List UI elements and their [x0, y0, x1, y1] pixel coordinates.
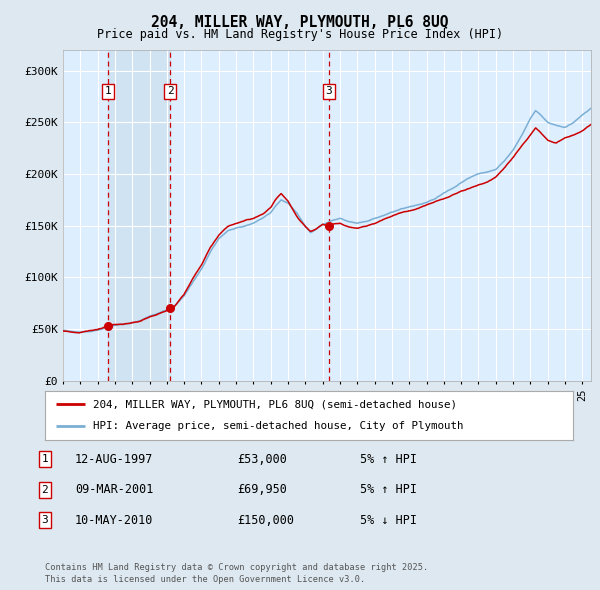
Text: 204, MILLER WAY, PLYMOUTH, PL6 8UQ (semi-detached house): 204, MILLER WAY, PLYMOUTH, PL6 8UQ (semi…: [92, 399, 457, 409]
Text: 2: 2: [41, 485, 49, 494]
Text: £53,000: £53,000: [237, 453, 287, 466]
Text: 10-MAY-2010: 10-MAY-2010: [75, 514, 154, 527]
Text: Contains HM Land Registry data © Crown copyright and database right 2025.
This d: Contains HM Land Registry data © Crown c…: [45, 563, 428, 584]
Text: 2: 2: [167, 87, 173, 96]
Text: 5% ↑ HPI: 5% ↑ HPI: [360, 483, 417, 496]
Text: £69,950: £69,950: [237, 483, 287, 496]
Text: Price paid vs. HM Land Registry's House Price Index (HPI): Price paid vs. HM Land Registry's House …: [97, 28, 503, 41]
Text: 3: 3: [325, 87, 332, 96]
Bar: [108, 50, 170, 381]
Text: 204, MILLER WAY, PLYMOUTH, PL6 8UQ: 204, MILLER WAY, PLYMOUTH, PL6 8UQ: [151, 15, 449, 30]
Text: £150,000: £150,000: [237, 514, 294, 527]
Text: 1: 1: [41, 454, 49, 464]
Text: 5% ↓ HPI: 5% ↓ HPI: [360, 514, 417, 527]
Text: 09-MAR-2001: 09-MAR-2001: [75, 483, 154, 496]
Text: 5% ↑ HPI: 5% ↑ HPI: [360, 453, 417, 466]
Text: HPI: Average price, semi-detached house, City of Plymouth: HPI: Average price, semi-detached house,…: [92, 421, 463, 431]
Text: 12-AUG-1997: 12-AUG-1997: [75, 453, 154, 466]
Text: 1: 1: [105, 87, 112, 96]
Text: 3: 3: [41, 516, 49, 525]
